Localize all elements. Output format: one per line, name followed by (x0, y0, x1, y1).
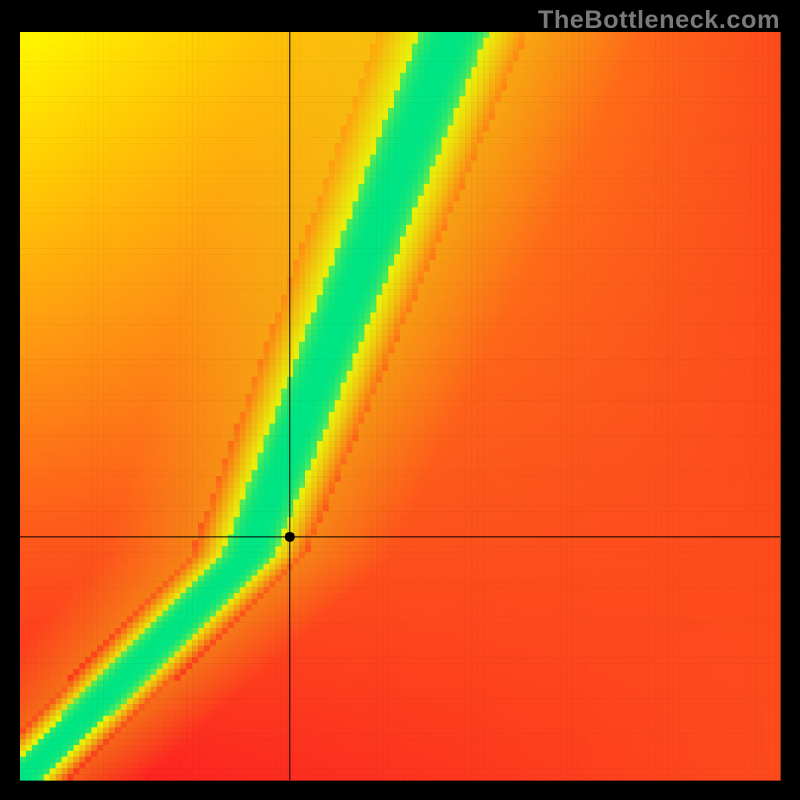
watermark-text: TheBottleneck.com (538, 6, 780, 35)
chart-container: TheBottleneck.com (0, 0, 800, 800)
heatmap-canvas (0, 0, 800, 800)
